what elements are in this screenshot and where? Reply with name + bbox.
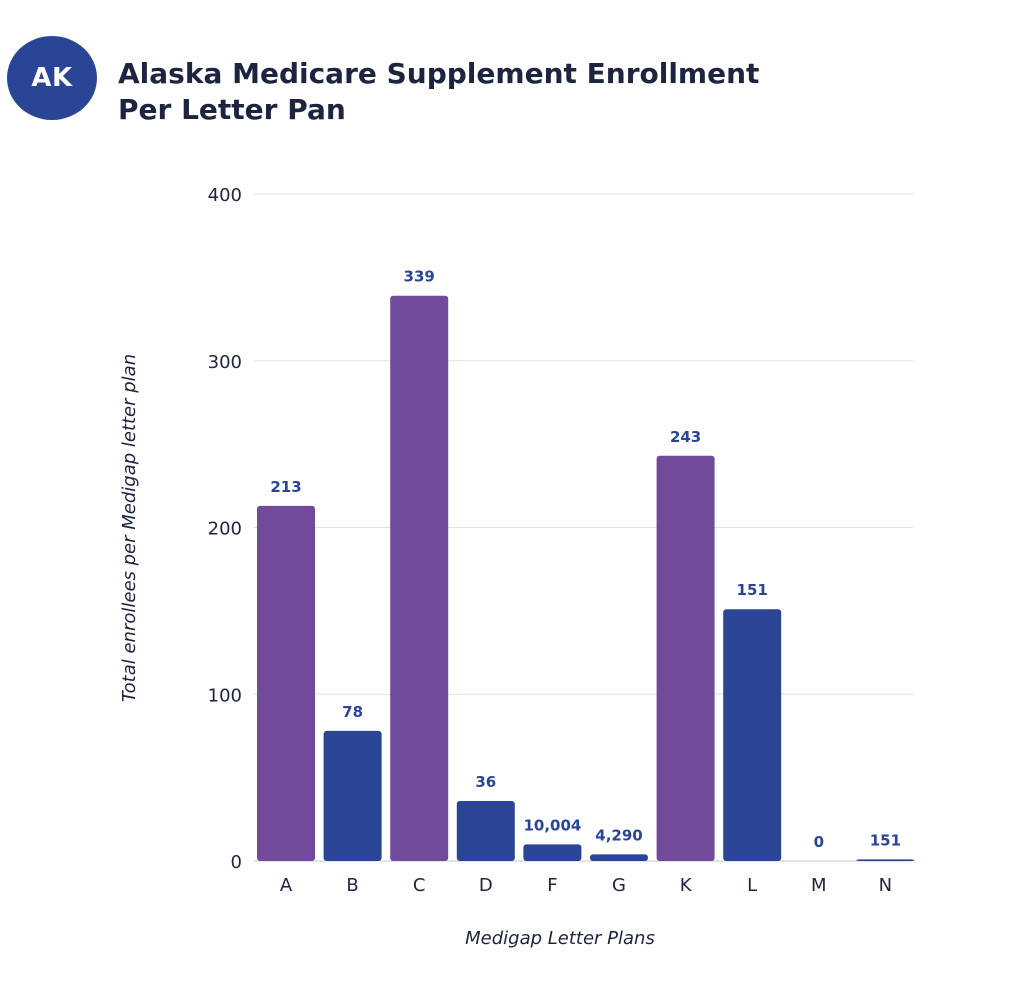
y-tick-label: 200 — [208, 519, 242, 540]
bar — [523, 844, 582, 861]
chart-title-line-2: Per Letter Pan — [118, 93, 346, 126]
y-tick-label: 0 — [231, 852, 242, 873]
data-label: 0 — [814, 833, 824, 851]
x-tick-label: N — [879, 875, 892, 896]
x-tick-label: B — [346, 875, 358, 896]
data-label: 151 — [737, 581, 768, 599]
x-tick-label: F — [547, 875, 557, 896]
x-tick-label: A — [280, 875, 293, 896]
bar — [323, 730, 382, 861]
state-badge: AK — [7, 36, 97, 120]
bar — [656, 455, 715, 861]
data-label: 4,290 — [595, 826, 642, 844]
bar — [856, 859, 915, 861]
bar — [456, 800, 515, 861]
data-label: 213 — [270, 478, 301, 496]
bar — [590, 854, 648, 861]
x-tick-label: K — [680, 875, 693, 896]
x-axis-title: Medigap Letter Plans — [465, 928, 655, 949]
y-tick-label: 100 — [208, 685, 242, 706]
bar — [257, 505, 315, 861]
y-tick-label: 300 — [208, 352, 242, 373]
bar — [390, 295, 449, 861]
data-label: 10,004 — [523, 816, 581, 834]
data-label: 151 — [870, 831, 901, 849]
x-tick-label: C — [413, 875, 426, 896]
chart-title-line-1: Alaska Medicare Supplement Enrollment — [118, 57, 760, 90]
y-axis-title: Total enrollees per Medigap letter plan — [119, 354, 140, 702]
data-label: 243 — [670, 428, 701, 446]
chart-title: Alaska Medicare Supplement Enrollment Pe… — [118, 56, 759, 128]
bar — [723, 609, 782, 861]
x-tick-label: G — [612, 875, 626, 896]
x-tick-label: D — [479, 875, 493, 896]
y-tick-label: 400 — [208, 185, 242, 206]
data-label: 78 — [342, 703, 363, 721]
data-label: 339 — [404, 268, 435, 286]
x-tick-label: M — [811, 875, 827, 896]
data-label: 36 — [475, 773, 496, 791]
x-tick-label: L — [747, 875, 757, 896]
